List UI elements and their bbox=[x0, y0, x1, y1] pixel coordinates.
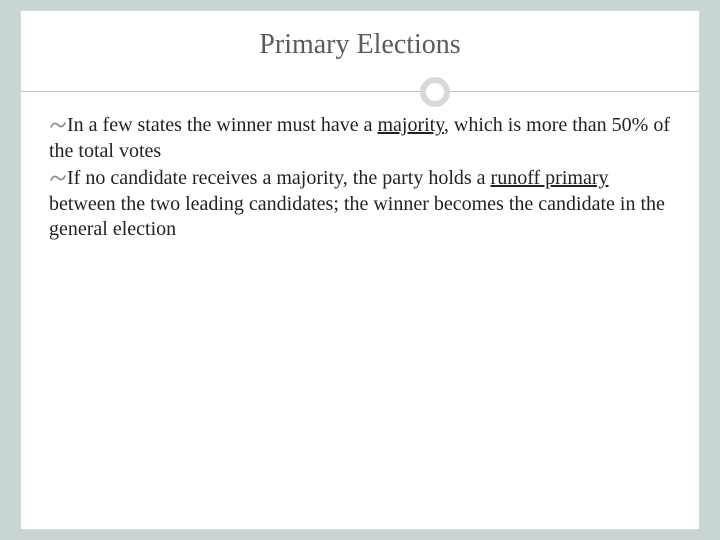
divider bbox=[21, 73, 699, 113]
bullet-icon bbox=[49, 114, 67, 136]
ring-icon bbox=[420, 77, 450, 107]
title-area: Primary Elections bbox=[21, 11, 699, 69]
list-item: In a few states the winner must have a m… bbox=[49, 113, 671, 164]
underlined-term: runoff primary bbox=[491, 167, 609, 189]
bullet-text-post: between the two leading candidates; the … bbox=[49, 193, 665, 241]
underlined-term: majority bbox=[377, 114, 443, 136]
bullet-icon bbox=[49, 167, 67, 189]
content-area: In a few states the winner must have a m… bbox=[21, 113, 699, 243]
bullet-text-pre: If no candidate receives a majority, the… bbox=[67, 167, 491, 189]
slide-container: Primary Elections In a few states the wi… bbox=[20, 10, 700, 530]
list-item: If no candidate receives a majority, the… bbox=[49, 166, 671, 243]
bullet-text-pre: In a few states the winner must have a bbox=[67, 114, 377, 136]
horizontal-rule bbox=[21, 91, 699, 92]
page-title: Primary Elections bbox=[21, 29, 699, 61]
